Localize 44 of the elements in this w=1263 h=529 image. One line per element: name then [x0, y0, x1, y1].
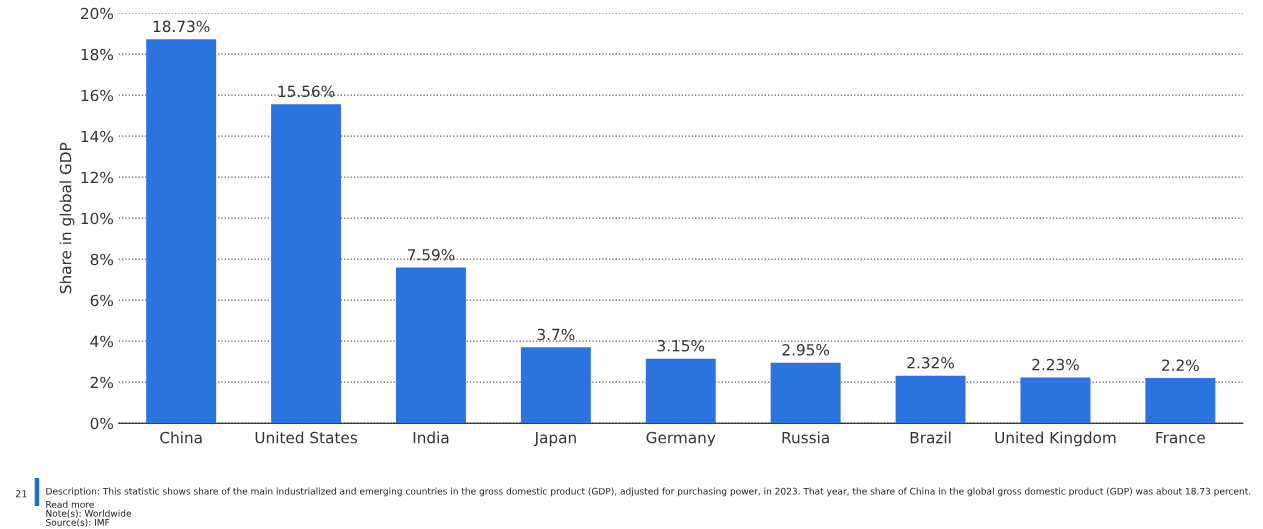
data-label: 2.23%	[1032, 358, 1079, 371]
data-label: 3.7%	[537, 328, 575, 341]
x-tick-label: United Kingdom	[995, 431, 1116, 447]
x-tick-label: Russia	[782, 431, 829, 444]
bar	[1020, 377, 1091, 424]
text: Description: This statistic shows share of the main industrialized and emerging countries in the gross domestic product (GDP), adjusted for purchasing power, in 2023. That year, the share of China in the global gross domestic product (GDP) was about 18.73 percent.	[46, 487, 1251, 497]
data-label: 3.15%	[657, 339, 705, 352]
x-tick-label: India	[413, 431, 449, 444]
y-tick-label: 12%	[81, 171, 114, 184]
y-tick-label: 0%	[90, 417, 114, 430]
bar	[520, 347, 591, 424]
y-tick-label: 6%	[90, 294, 114, 307]
x-tick-label: Brazil	[910, 431, 951, 444]
y-axis-title: Share in global GDP	[59, 142, 75, 294]
y-tick-label: 18%	[81, 48, 114, 61]
bar	[770, 362, 841, 424]
x-tick-label: China	[160, 431, 202, 444]
bar	[271, 104, 342, 424]
y-tick-label: 14%	[81, 130, 114, 143]
x-tick-label: France	[1156, 432, 1205, 444]
source-note: Source(s): IMF	[46, 518, 110, 527]
y-tick-label: 2%	[90, 376, 114, 389]
data-label: 2.32%	[907, 356, 954, 369]
data-label: 15.56%	[278, 85, 335, 98]
bar	[1145, 378, 1216, 424]
bar	[146, 39, 217, 424]
y-tick-label: 20%	[81, 7, 114, 20]
y-tick-label: 8%	[90, 253, 114, 266]
y-tick-label: 16%	[81, 89, 114, 102]
text: 21	[15, 490, 27, 498]
bar	[645, 358, 716, 424]
x-tick-label: Germany	[646, 431, 716, 447]
data-label: 18.73%	[153, 20, 210, 33]
text: Read more	[46, 500, 94, 508]
bar	[895, 375, 966, 424]
y-tick-label: 4%	[90, 335, 114, 348]
text: Note(s): Worldwide	[46, 509, 132, 518]
data-label: 2.2%	[1162, 359, 1199, 371]
x-tick-label: Japan	[533, 432, 576, 447]
x-tick-label: United States	[255, 431, 358, 444]
bar	[395, 267, 466, 424]
y-tick-label: 10%	[81, 212, 114, 225]
data-label: 7.59%	[407, 248, 455, 261]
data-label: 2.95%	[782, 344, 830, 356]
